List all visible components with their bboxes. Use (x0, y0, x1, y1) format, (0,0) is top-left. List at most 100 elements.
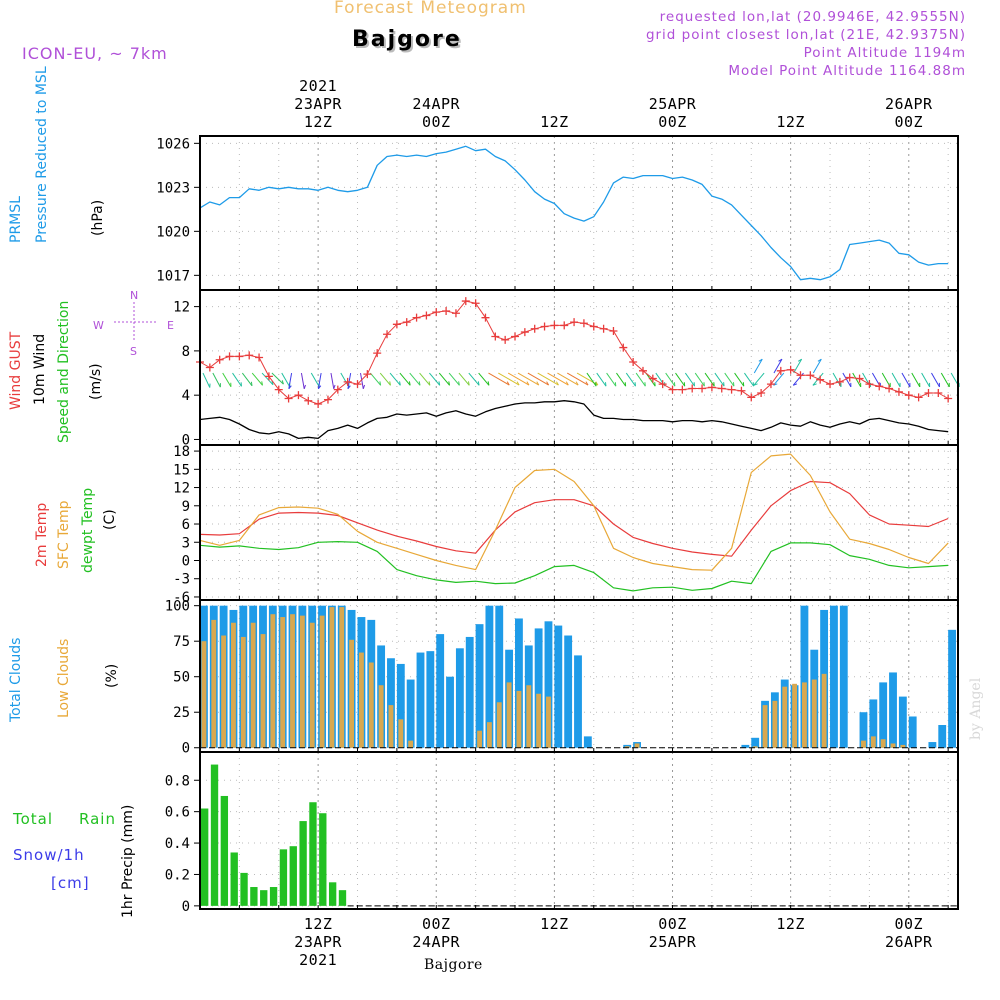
wind-arrow-head (575, 381, 579, 386)
compass-n: N (130, 289, 140, 302)
wind-grid (199, 290, 958, 445)
wind-arrow (606, 372, 617, 387)
wind-gust-marker (471, 299, 480, 308)
precipitation-ytick-label: 0.4 (165, 836, 190, 852)
total-cloud-bar (574, 655, 582, 748)
wind-gust-marker (294, 391, 303, 400)
low-cloud-bar (821, 673, 827, 748)
low-cloud-bar (486, 722, 492, 748)
wind-arrow (557, 372, 579, 386)
wind-gust-marker (599, 324, 608, 333)
wind-gust-marker (255, 353, 264, 362)
wind-label-gust: Wind GUST (8, 331, 24, 410)
wind-gust-marker (491, 332, 500, 341)
wind-arrow (527, 372, 549, 386)
precipitation-ytick-label: 0.2 (165, 867, 190, 883)
clouds-ytick-label: 50 (173, 670, 190, 686)
wind-arrow (212, 372, 221, 388)
bottom-time-label: 24APR (412, 933, 460, 951)
requested-coords: requested lon,lat (20.9946E, 42.9555N) (659, 9, 966, 25)
total-cloud-bar (416, 652, 425, 748)
point-altitude: Point Altitude 1194m (803, 45, 966, 61)
low-cloud-bar (408, 740, 414, 748)
wind-arrow (389, 372, 401, 386)
wind-arrow-head (526, 381, 530, 386)
wind-arrow (429, 372, 441, 386)
wind-gust-marker (274, 385, 283, 394)
wind-gust-marker (688, 384, 697, 393)
wind-arrow (714, 372, 725, 387)
total-cloud-bar (436, 634, 445, 748)
total-cloud-bar (465, 636, 474, 748)
wind-arrow-head (250, 381, 253, 386)
wind-arrow-head (379, 381, 382, 386)
total-cloud-bar (751, 737, 760, 748)
clouds-ytick-label: 100 (165, 599, 190, 615)
wind-gust-marker (245, 351, 254, 360)
wind-gust-marker (865, 380, 874, 389)
bottom-time-label: 12Z (776, 915, 805, 933)
low-cloud-bar (398, 719, 404, 748)
total-cloud-bar (406, 679, 415, 748)
total-cloud-bar (898, 696, 907, 748)
precipitation-ytick-label: 0 (182, 899, 190, 915)
low-cloud-bar (900, 744, 906, 748)
wind-arrow (596, 372, 607, 387)
wind-arrow (793, 358, 803, 374)
wind-arrow (517, 372, 540, 386)
credit-watermark: by Angel (968, 677, 984, 740)
wind-arrow-head (546, 381, 550, 386)
wind-gust-marker (707, 383, 716, 392)
temperature-ytick-label: -3 (173, 572, 190, 588)
wind-arrow (360, 372, 364, 389)
total-cloud-bar (564, 635, 573, 748)
wind-gust-marker (894, 387, 903, 396)
wind-gust-marker (609, 326, 618, 335)
wind-gust-marker (638, 366, 647, 375)
wind-arrow (921, 372, 931, 388)
rain-bar (250, 887, 258, 906)
wind-gust-marker (835, 377, 844, 386)
wind-gust-marker (501, 335, 510, 344)
temp-2m-line (199, 480, 949, 557)
wind-arrow-head (408, 381, 411, 386)
wind-gust-marker (648, 374, 657, 383)
rain-bar (309, 802, 317, 906)
low-cloud-bar (201, 641, 207, 748)
wind-arrow-head (506, 381, 510, 386)
wind-arrow-head (536, 381, 540, 386)
wind-arrow-head (793, 383, 798, 386)
wind-gust-marker (885, 384, 894, 393)
temp-label-dewpt: dewpt Temp (80, 487, 96, 573)
wind-gust-marker (205, 363, 214, 372)
wind-gust-marker (786, 365, 795, 374)
wind-label-speed-dir: Speed and Direction (56, 300, 72, 443)
wind-ytick-label: 8 (182, 344, 190, 360)
total-cloud-bar (928, 742, 937, 748)
wind-gust-marker (481, 313, 490, 322)
rain-bar (289, 846, 297, 906)
wind-gust-line (199, 300, 949, 405)
total-cloud-bar (859, 712, 868, 748)
wind-gust-marker (225, 352, 234, 361)
rain-bar (338, 890, 347, 906)
wind-arrow (202, 372, 211, 388)
low-cloud-bar (811, 679, 817, 748)
wind-arrow-head (428, 381, 431, 386)
wind-arrow (940, 372, 950, 388)
wind-gust-marker (727, 385, 736, 394)
low-cloud-bar (634, 743, 640, 748)
wind-arrow-head (261, 381, 263, 386)
wind-gust-marker (845, 373, 854, 382)
low-cloud-bar (280, 617, 286, 748)
wind-arrow (616, 372, 627, 387)
total-cloud-bar (485, 605, 494, 748)
wind-gust-marker (363, 370, 372, 379)
wind-arrow (773, 372, 785, 386)
top-time-label: 00Z (658, 113, 687, 131)
total-cloud-bar (396, 663, 405, 748)
wind-gust-marker (796, 371, 805, 380)
precip-label-total: Total (13, 810, 54, 828)
total-cloud-bar (948, 629, 956, 748)
low-cloud-bar (890, 743, 896, 748)
